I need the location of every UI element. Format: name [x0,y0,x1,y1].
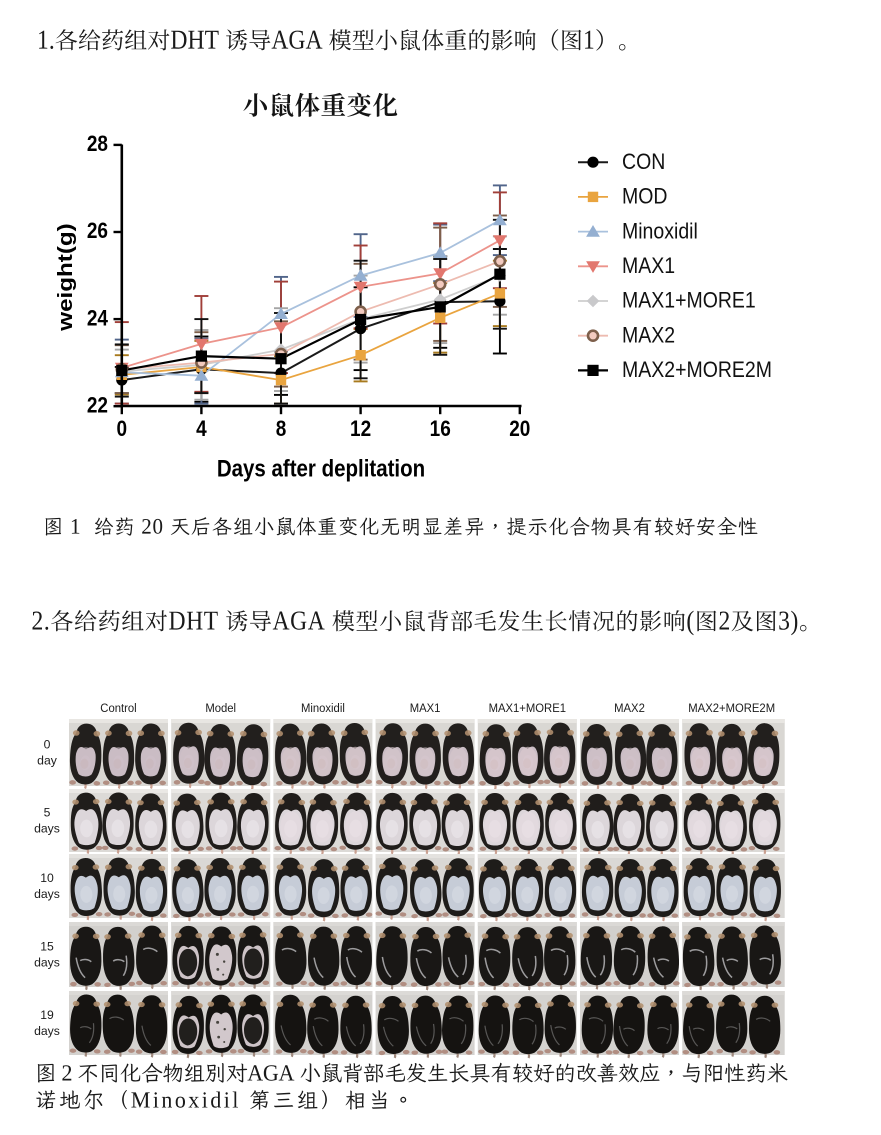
svg-text:days: days [34,1024,60,1038]
svg-text:28: 28 [87,132,108,157]
svg-text:MAX1: MAX1 [410,701,441,716]
svg-text:MOD: MOD [622,185,667,209]
svg-text:24: 24 [87,306,109,331]
svg-text:MAX2+MORE2M: MAX2+MORE2M [622,358,772,382]
svg-text:12: 12 [350,417,371,442]
svg-text:Control: Control [100,701,136,716]
svg-text:Minoxidil: Minoxidil [301,701,345,716]
svg-text:days: days [34,822,60,836]
svg-text:days: days [34,956,60,970]
svg-text:5: 5 [44,806,51,820]
svg-text:MAX1+MORE1: MAX1+MORE1 [489,701,567,716]
svg-text:days: days [34,887,60,901]
svg-text:MAX2: MAX2 [622,323,675,347]
svg-text:10: 10 [40,871,54,885]
svg-text:4: 4 [196,417,207,442]
svg-text:MAX2+MORE2M: MAX2+MORE2M [688,701,775,716]
svg-text:26: 26 [87,219,108,244]
svg-text:MAX1: MAX1 [622,254,675,278]
svg-text:0: 0 [44,738,51,752]
svg-text:Days after deplitation: Days after deplitation [217,455,425,482]
svg-text:0: 0 [117,417,128,442]
svg-text:22: 22 [87,393,108,418]
svg-text:day: day [37,754,58,768]
svg-text:19: 19 [40,1008,54,1022]
svg-text:Model: Model [205,701,236,716]
svg-text:MAX2: MAX2 [614,701,645,716]
svg-text:MAX1+MORE1: MAX1+MORE1 [622,289,756,313]
svg-text:weight(g): weight(g) [54,223,77,331]
svg-text:Minoxidil: Minoxidil [622,219,698,243]
svg-text:CON: CON [622,150,665,174]
svg-text:8: 8 [276,417,287,442]
svg-text:20: 20 [509,417,530,442]
svg-text:15: 15 [40,940,54,954]
svg-text:16: 16 [430,417,451,442]
